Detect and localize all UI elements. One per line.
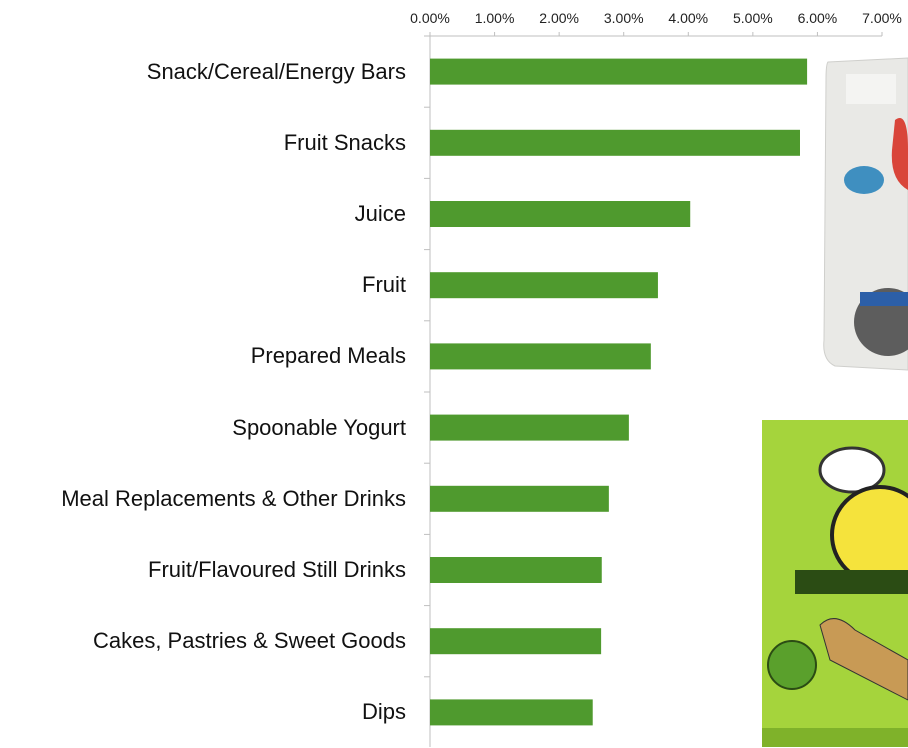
x-tick-label: 5.00%	[733, 10, 773, 26]
x-tick-label: 7.00%	[862, 10, 902, 26]
bar	[430, 343, 651, 370]
category-label-box: Spoonable Yogurt	[0, 392, 406, 463]
category-label-box: Prepared Meals	[0, 321, 406, 392]
y-tick-label: Dips	[361, 699, 406, 725]
x-tick-label: 4.00%	[668, 10, 708, 26]
bar	[430, 201, 691, 227]
bar	[430, 129, 800, 156]
x-tick-label: 2.00%	[539, 10, 579, 26]
y-tick-label: Snack/Cereal/Energy Bars	[146, 58, 406, 84]
bar	[430, 557, 602, 583]
category-label-box: Fruit/Flavoured Still Drinks	[0, 534, 406, 605]
category-label-box: Snack/Cereal/Energy Bars	[0, 36, 406, 107]
category-label-box: Meal Replacements & Other Drinks	[0, 463, 406, 534]
y-tick-label: Meal Replacements & Other Drinks	[61, 485, 406, 511]
category-label-box: Fruit Snacks	[0, 107, 406, 178]
category-label-box: Dips	[0, 677, 406, 748]
category-label-box: Juice	[0, 178, 406, 249]
category-label-box: Cakes, Pastries & Sweet Goods	[0, 606, 406, 677]
y-tick-label: Spoonable Yogurt	[232, 414, 406, 440]
y-tick-label: Fruit Snacks	[283, 129, 406, 155]
x-tick-label: 6.00%	[798, 10, 838, 26]
category-label-box: Fruit	[0, 250, 406, 321]
y-tick-label: Cakes, Pastries & Sweet Goods	[92, 628, 406, 654]
bar	[430, 628, 602, 655]
x-tick-label: 3.00%	[604, 10, 644, 26]
bar	[430, 414, 629, 441]
y-tick-label: Fruit	[362, 272, 406, 298]
y-tick-label: Fruit/Flavoured Still Drinks	[148, 556, 406, 582]
bar	[430, 485, 609, 512]
product-image-pouch	[823, 57, 908, 371]
bar	[430, 699, 593, 726]
bar	[430, 58, 808, 85]
product-image-box	[762, 420, 908, 747]
bar	[430, 272, 658, 299]
y-tick-label: Juice	[354, 200, 406, 226]
x-tick-label: 0.00%	[410, 10, 450, 26]
x-tick-label: 1.00%	[475, 10, 515, 26]
y-tick-label: Prepared Meals	[250, 343, 406, 369]
